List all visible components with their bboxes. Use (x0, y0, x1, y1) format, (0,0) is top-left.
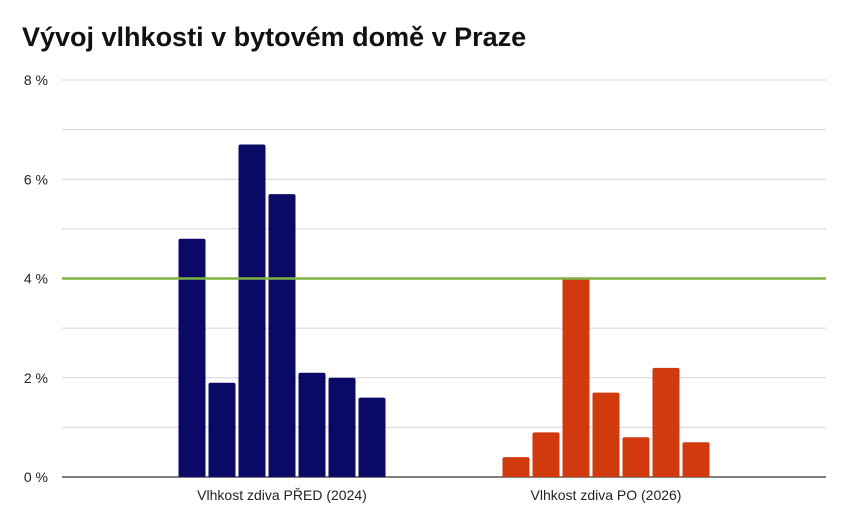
bar-after-4 (592, 392, 620, 477)
y-tick-label: 4 % (24, 271, 48, 287)
bar-before-3 (238, 144, 266, 477)
bar-before-5 (298, 372, 326, 477)
bar-before-4 (268, 194, 296, 477)
bars (178, 144, 710, 477)
y-tick-label: 2 % (24, 370, 48, 386)
y-axis-ticks: 0 % 2 % 4 % 6 % 8 % (24, 72, 48, 485)
y-tick-label: 6 % (24, 171, 48, 187)
bar-after-6 (652, 367, 680, 477)
y-tick-label: 0 % (24, 469, 48, 485)
y-tick-label: 8 % (24, 72, 48, 88)
bar-after-7 (682, 442, 710, 477)
bar-before-1 (178, 238, 206, 477)
x-axis-categories: Vlhkost zdiva PŘED (2024) Vlhkost zdiva P… (197, 487, 681, 503)
bar-after-2 (532, 432, 560, 477)
bar-after-5 (622, 437, 650, 477)
bar-before-7 (358, 397, 386, 477)
chart-title: Vývoj vlhkosti v bytovém domě v Praze (22, 22, 527, 52)
bar-before-6 (328, 377, 356, 477)
x-category-label: Vlhkost zdiva PŘED (2024) (197, 487, 367, 503)
bar-after-3 (562, 278, 590, 477)
x-category-label: Vlhkost zdiva PO (2026) (531, 487, 682, 503)
bar-after-1 (502, 457, 530, 477)
bar-before-2 (208, 382, 236, 477)
